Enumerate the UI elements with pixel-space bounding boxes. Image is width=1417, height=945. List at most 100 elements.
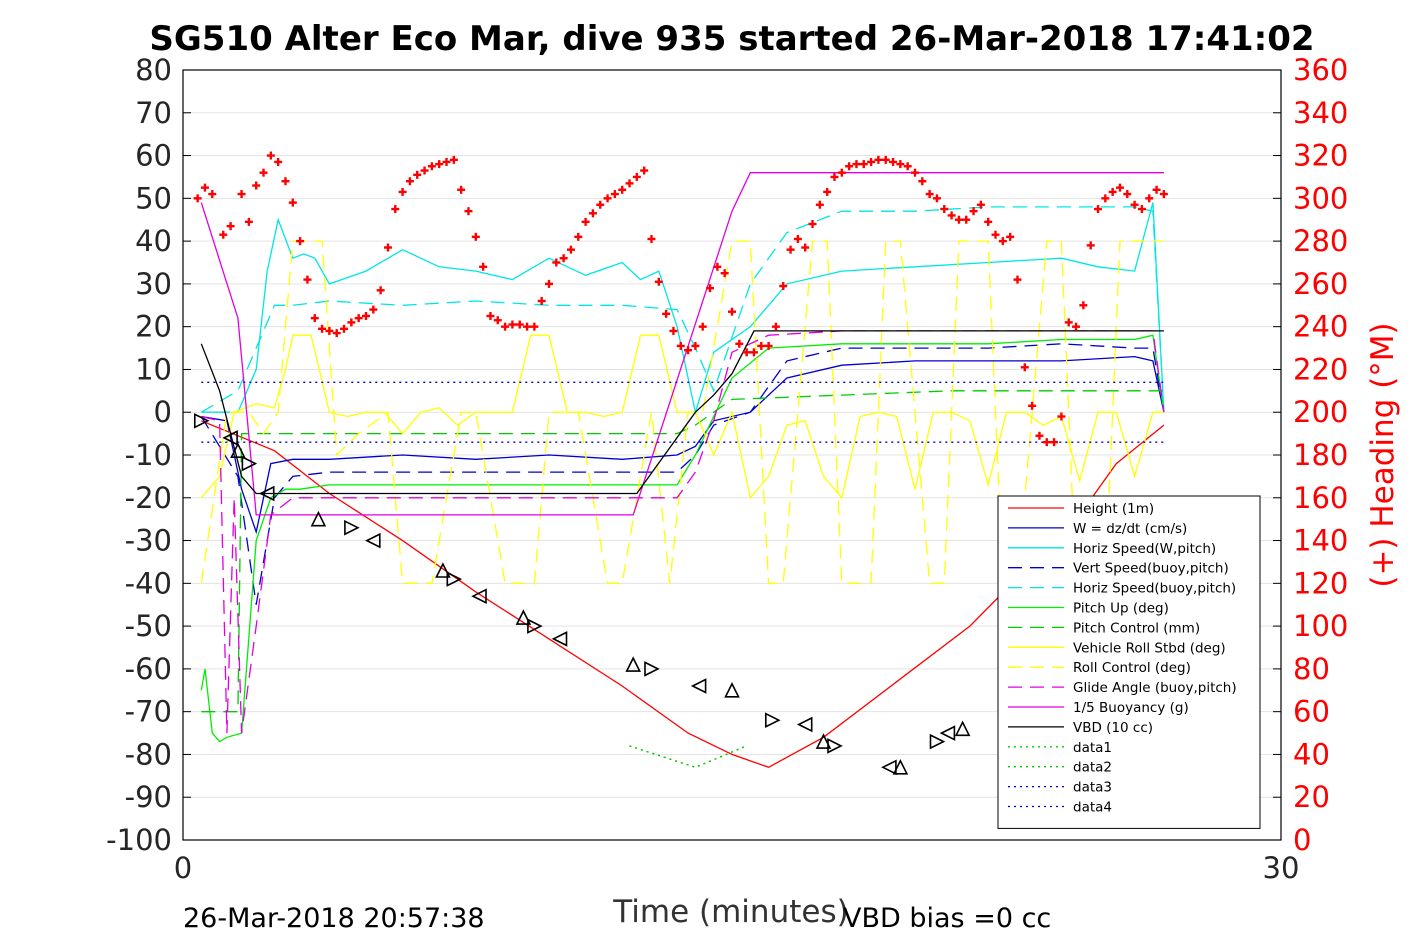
heading-point bbox=[332, 329, 341, 338]
heading-point bbox=[369, 305, 378, 314]
heading-point bbox=[588, 209, 597, 218]
heading-point bbox=[347, 318, 356, 327]
direction-marker bbox=[644, 661, 660, 677]
series-line-horiz-speed-buoy-pitch bbox=[200, 206, 1165, 413]
heading-point bbox=[911, 168, 919, 177]
y-right-tick-label: 120 bbox=[1293, 566, 1348, 600]
heading-point bbox=[1057, 412, 1066, 421]
heading-point bbox=[757, 341, 766, 350]
y-left-tick-label: -40 bbox=[125, 566, 172, 600]
heading-point bbox=[435, 160, 444, 169]
legend-box bbox=[997, 495, 1261, 829]
heading-point bbox=[1108, 187, 1117, 196]
heading-point bbox=[486, 311, 495, 320]
heading-point bbox=[991, 230, 1000, 239]
y-left-tick-label: 80 bbox=[135, 53, 172, 87]
direction-marker bbox=[241, 455, 258, 472]
heading-point bbox=[903, 162, 912, 171]
y-left-tick-label: -30 bbox=[125, 524, 172, 558]
heading-point bbox=[281, 177, 290, 186]
heading-point bbox=[713, 262, 722, 271]
legend-entry: Vehicle Roll Stbd (deg) bbox=[1073, 640, 1226, 656]
legend-entry: data1 bbox=[1073, 740, 1112, 756]
direction-marker bbox=[258, 485, 275, 502]
series-line-vbd-10-cc bbox=[200, 330, 1164, 495]
y-left-tick-label: -100 bbox=[106, 823, 172, 857]
heading-point bbox=[362, 311, 370, 320]
heading-point bbox=[801, 243, 810, 252]
legend-entry: 1/5 Buoyancy (g) bbox=[1073, 700, 1189, 716]
heading-point bbox=[405, 177, 414, 186]
direction-marker bbox=[230, 442, 246, 459]
heading-point bbox=[647, 234, 656, 243]
heading-point bbox=[464, 207, 473, 216]
heading-point bbox=[1130, 200, 1139, 209]
heading-point bbox=[632, 172, 641, 181]
heading-point bbox=[845, 162, 854, 171]
heading-point bbox=[244, 217, 253, 226]
heading-point bbox=[530, 322, 539, 331]
y-right-tick-label: 140 bbox=[1293, 524, 1348, 558]
heading-point bbox=[552, 258, 561, 267]
heading-point bbox=[340, 324, 349, 333]
legend-entry: data3 bbox=[1073, 780, 1112, 796]
heading-point bbox=[1145, 194, 1154, 203]
y-right-tick-label: 0 bbox=[1293, 823, 1311, 857]
y-left-tick-label: 20 bbox=[135, 310, 172, 344]
direction-marker bbox=[527, 618, 543, 634]
heading-point bbox=[325, 326, 334, 335]
heading-point bbox=[515, 320, 524, 329]
heading-point bbox=[654, 277, 663, 286]
heading-point bbox=[391, 205, 400, 214]
heading-point bbox=[852, 160, 861, 169]
heading-point bbox=[889, 157, 898, 166]
y-right-tick-label: 320 bbox=[1293, 139, 1348, 173]
chart-title: SG510 Alter Eco Mar, dive 935 started 26… bbox=[149, 19, 1314, 59]
heading-point bbox=[413, 170, 422, 179]
heading-point bbox=[1101, 194, 1110, 203]
heading-point bbox=[764, 341, 773, 350]
heading-point bbox=[545, 279, 553, 288]
heading-point bbox=[508, 320, 517, 329]
y-right-tick-label: 220 bbox=[1293, 352, 1348, 386]
direction-marker bbox=[764, 712, 781, 728]
axis-ticks: 80706050403020100-10-20-30-40-50-60-70-8… bbox=[106, 53, 1348, 885]
legend-entry: Pitch Up (deg) bbox=[1073, 601, 1169, 617]
y-left-tick-label: -50 bbox=[125, 609, 172, 643]
heading-point bbox=[1072, 322, 1081, 331]
series-line-pitch-up-deg bbox=[200, 334, 1165, 743]
y-right-tick-label: 80 bbox=[1293, 652, 1330, 686]
direction-marker bbox=[939, 725, 956, 741]
legend-entry: Roll Control (deg) bbox=[1073, 660, 1191, 676]
heading-point bbox=[420, 166, 429, 175]
y-left-tick-label: 10 bbox=[135, 352, 172, 386]
series-line-w-dz-dt-cm-s bbox=[201, 355, 1165, 535]
y-right-tick-label: 280 bbox=[1293, 224, 1348, 258]
heading-point bbox=[1064, 318, 1073, 327]
y-right-tick-label: 240 bbox=[1293, 310, 1348, 344]
x-tick-label: 0 bbox=[174, 851, 192, 885]
heading-point bbox=[1123, 190, 1132, 199]
y-right-tick-label: 200 bbox=[1293, 395, 1348, 429]
direction-marker bbox=[551, 631, 568, 647]
heading-point bbox=[786, 245, 795, 254]
y-left-tick-label: -60 bbox=[125, 652, 172, 686]
heading-point bbox=[969, 207, 978, 216]
direction-marker bbox=[796, 716, 813, 733]
series-line-vehicle-roll-stbd-deg bbox=[200, 334, 1164, 500]
heading-points-layer bbox=[193, 151, 1168, 447]
heading-point bbox=[823, 187, 832, 196]
heading-point bbox=[706, 284, 715, 293]
y-right-tick-label: 100 bbox=[1293, 609, 1348, 643]
heading-point bbox=[976, 200, 985, 209]
heading-point bbox=[318, 324, 327, 333]
heading-point bbox=[749, 348, 758, 357]
direction-marker bbox=[724, 682, 740, 698]
legend-entry: Glide Angle (buoy,pitch) bbox=[1073, 680, 1237, 696]
heading-point bbox=[442, 157, 451, 166]
heading-point bbox=[501, 322, 510, 331]
legend-entry: W = dz/dt (cm/s) bbox=[1073, 521, 1187, 537]
heading-point bbox=[742, 348, 751, 357]
heading-point bbox=[837, 168, 846, 177]
heading-point bbox=[940, 205, 949, 214]
